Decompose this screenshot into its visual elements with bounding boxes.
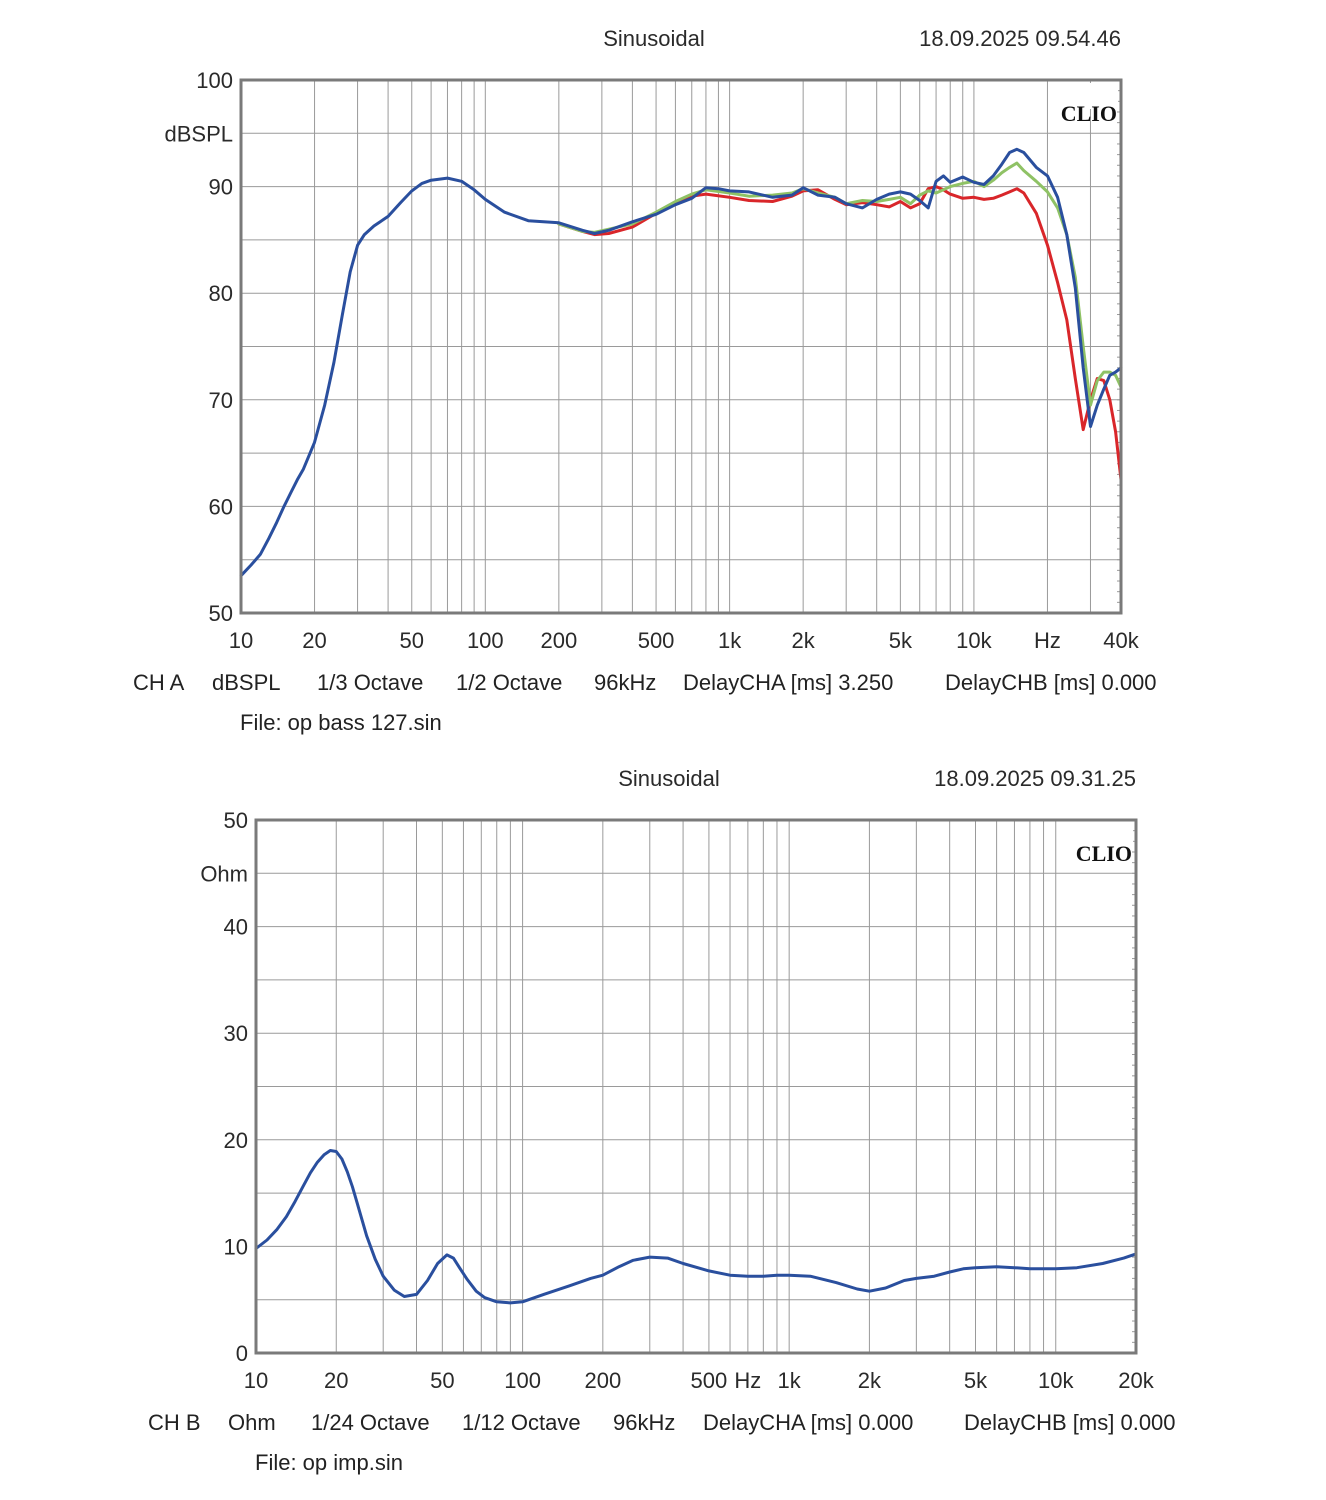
footer-resolution: 1/2 Octave [456,670,563,695]
x-tick-label: 20 [324,1368,348,1393]
chart-title: Sinusoidal [603,26,705,51]
y-tick-label: 0 [236,1341,248,1366]
x-tick-label: 10k [956,628,992,653]
x-tick-label: 50 [430,1368,454,1393]
footer-sample-rate: 96kHz [594,670,657,695]
footer-file: File: op bass 127.sin [240,710,442,735]
chart-timestamp: 18.09.2025 09.31.25 [934,766,1136,791]
x-tick-label: 100 [504,1368,541,1393]
spl-chart: Sinusoidal 18.09.2025 09.54.46 100 90 80 70 60… [165,26,1140,653]
footer-smoothing: 1/24 Octave [311,1410,430,1435]
x-tick-label: 500 [691,1368,728,1393]
y-tick-label: 70 [209,388,233,413]
x-tick-label: 10 [244,1368,268,1393]
x-tick-label: 2k [792,628,816,653]
footer-sample-rate: 96kHz [613,1410,676,1435]
x-tick-label: 200 [584,1368,621,1393]
y-tick-label: 100 [196,68,233,93]
grid [240,79,1122,614]
footer-resolution: 1/12 Octave [462,1410,581,1435]
chart-timestamp: 18.09.2025 09.54.46 [919,26,1121,51]
plot-frame [239,78,1123,615]
impedance-chart: Sinusoidal 18.09.2025 09.31.2550403020100… [200,766,1154,1393]
x-tick-label: 50 [400,628,424,653]
footer-smoothing: 1/3 Octave [317,670,424,695]
y-axis-unit: Ohm [200,861,248,886]
y-axis-unit: dBSPL [165,121,234,146]
footer-delay-a: DelayCHA [ms] 3.250 [683,670,894,695]
footer-delay-b: DelayCHB [ms] 0.000 [964,1410,1176,1435]
x-axis-unit: Hz [734,1368,761,1393]
x-tick-label: 500 [638,628,675,653]
chart-title: Sinusoidal [618,766,720,791]
brand-bg [1066,823,1133,849]
grid [255,819,1137,1354]
x-tick-label: 1k [718,628,742,653]
brand-bg [1051,83,1118,109]
footer-unit: dBSPL [212,670,281,695]
clio-logo: CLIO [1076,841,1132,866]
y-tick-label: 50 [224,808,248,833]
x-tick-label: 20 [302,628,326,653]
clio-logo: CLIO [1061,101,1117,126]
plot-frame [254,818,1138,1355]
series-line-blue [239,147,1123,578]
y-tick-label: 90 [209,175,233,200]
y-tick-label: 30 [224,1021,248,1046]
series-line-impedance [254,1149,1138,1305]
x-tick-label: 2k [858,1368,882,1393]
y-tick-label: 80 [209,281,233,306]
x-axis-unit: Hz [1034,628,1061,653]
x-tick-label: 5k [964,1368,988,1393]
footer-channel: CH B [148,1410,201,1435]
y-tick-label: 20 [224,1128,248,1153]
y-tick-label: 60 [209,494,233,519]
footer-delay-a: DelayCHA [ms] 0.000 [703,1410,914,1435]
x-tick-label: 200 [540,628,577,653]
x-tick-label: 40k [1103,628,1139,653]
footer-unit: Ohm [228,1410,276,1435]
x-tick-label: 1k [778,1368,802,1393]
x-tick-label: 10k [1038,1368,1074,1393]
series-line-red [557,185,1123,482]
footer-file: File: op imp.sin [255,1450,403,1475]
x-tick-label: 10 [229,628,253,653]
y-tick-label: 10 [224,1234,248,1259]
x-tick-label: 100 [467,628,504,653]
x-tick-label: 20k [1118,1368,1154,1393]
y-tick-label: 50 [209,601,233,626]
x-tick-label: 5k [889,628,913,653]
y-tick-label: 40 [224,915,248,940]
footer-delay-b: DelayCHB [ms] 0.000 [945,670,1157,695]
footer-channel: CH A [133,670,185,695]
